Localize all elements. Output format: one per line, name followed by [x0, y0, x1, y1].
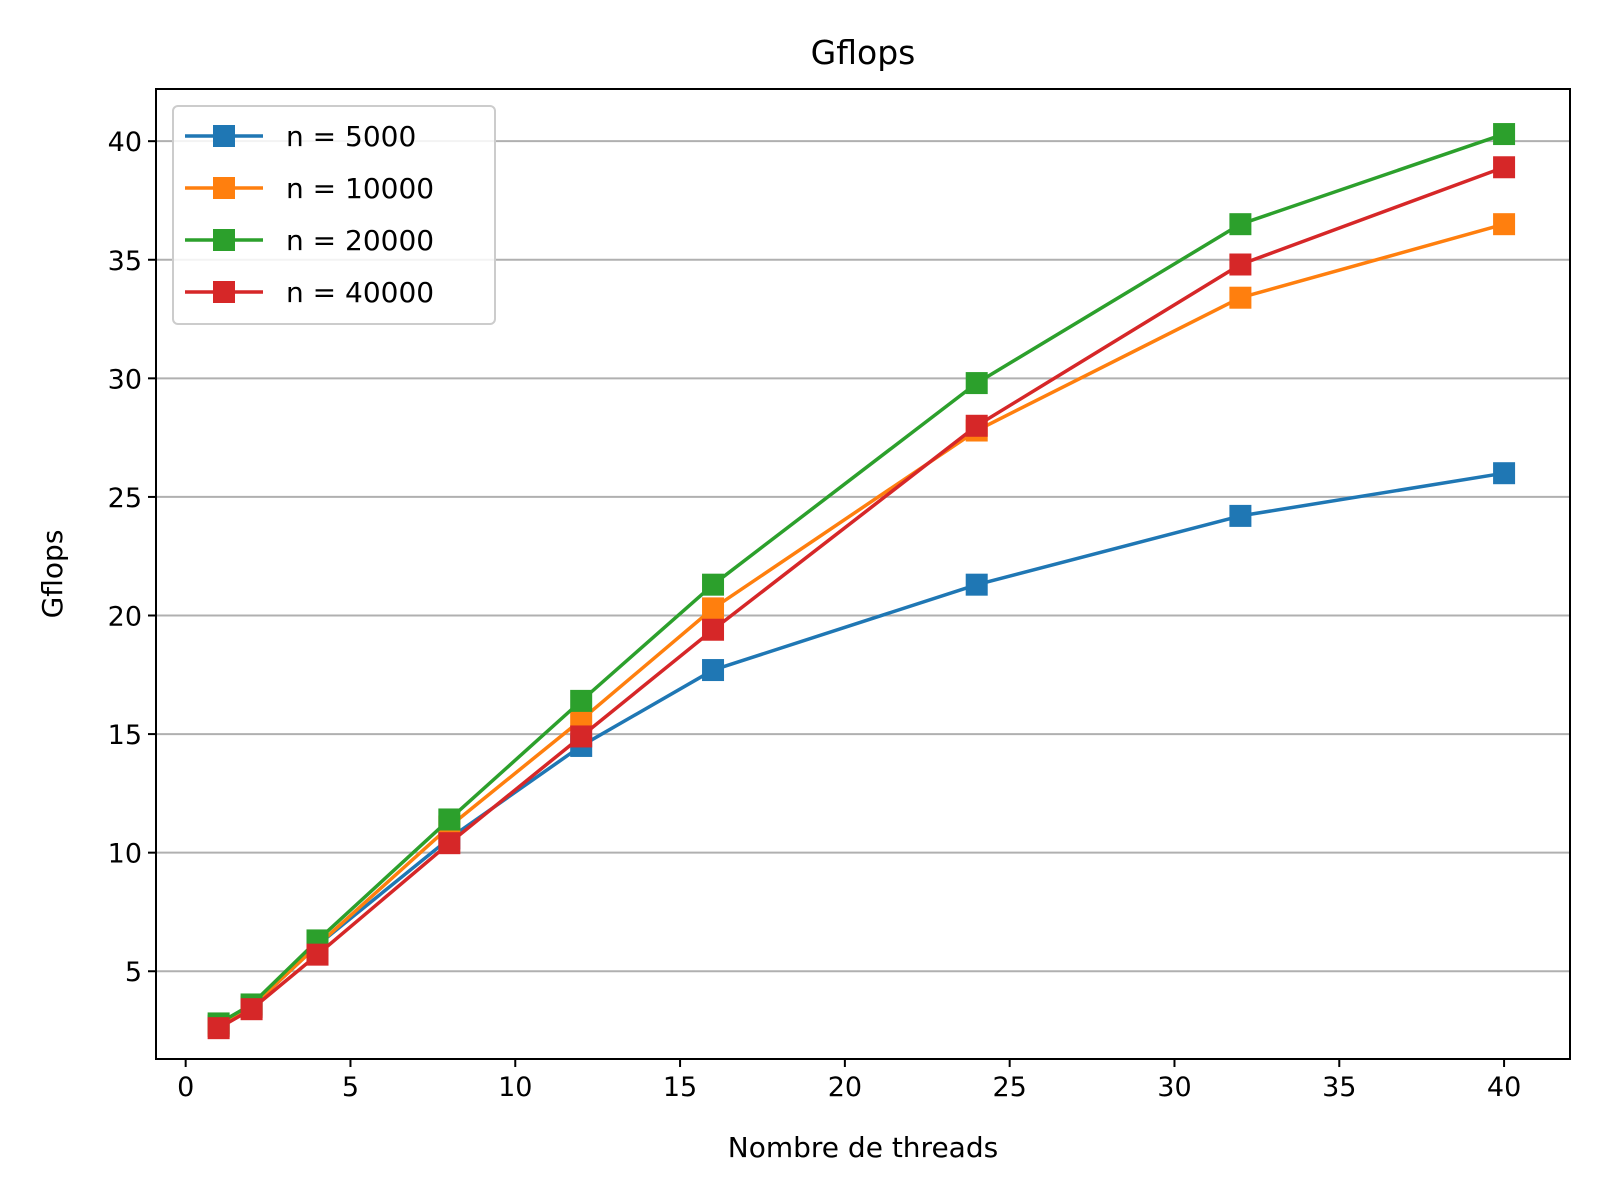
legend-label: n = 5000: [286, 120, 416, 153]
x-tick-label: 35: [1322, 1072, 1356, 1103]
data-point: [1493, 462, 1516, 485]
data-point: [240, 998, 263, 1021]
x-axis-title: Nombre de threads: [728, 1131, 998, 1164]
data-point: [702, 597, 725, 620]
data-point: [1493, 156, 1516, 179]
legend-label: n = 20000: [286, 224, 434, 257]
data-point: [1493, 123, 1516, 146]
x-tick-label: 30: [1157, 1072, 1191, 1103]
data-point: [965, 372, 988, 395]
legend: n = 5000 n = 10000 n = 20000 n = 40000: [172, 105, 496, 325]
x-tick-label: 5: [342, 1072, 359, 1103]
legend-box: [172, 105, 496, 325]
x-tick-label: 40: [1487, 1072, 1521, 1103]
x-tick-label: 15: [663, 1072, 697, 1103]
data-point: [1493, 213, 1516, 236]
y-tick-label: 35: [108, 246, 142, 277]
data-point: [965, 414, 988, 437]
y-tick-label: 40: [108, 127, 142, 158]
series-4: [207, 156, 1516, 1040]
legend-marker: [213, 229, 235, 251]
chart-title: Gflops: [811, 33, 916, 72]
series-layer: [207, 123, 1516, 1040]
data-point: [438, 808, 461, 831]
data-point: [702, 573, 725, 596]
data-point: [965, 573, 988, 596]
data-point: [702, 659, 725, 682]
data-point: [570, 708, 593, 731]
data-point: [1229, 213, 1252, 236]
data-point: [570, 689, 593, 712]
data-point: [1229, 504, 1252, 527]
data-point: [570, 725, 593, 748]
y-axis-title: Gflops: [36, 530, 69, 619]
y-tick-label: 20: [108, 602, 142, 633]
plot-frame: [155, 88, 1571, 1060]
legend-marker: [213, 281, 235, 303]
y-tick-label: 30: [108, 364, 142, 395]
y-tick-label: 5: [125, 957, 142, 988]
legend-label: n = 40000: [286, 276, 434, 309]
y-tick-label: 25: [108, 483, 142, 514]
data-point: [438, 832, 461, 855]
data-point: [306, 943, 329, 966]
data-point: [1229, 253, 1252, 276]
y-tick-label: 10: [108, 839, 142, 870]
legend-label: n = 10000: [286, 172, 434, 205]
legend-marker: [213, 177, 235, 199]
legend-item: n = 20000: [185, 224, 434, 257]
legend-item: n = 10000: [185, 172, 434, 205]
legend-marker: [213, 125, 235, 147]
legend-item: n = 40000: [185, 276, 434, 309]
x-tick-label: 25: [992, 1072, 1026, 1103]
ticks-layer: 5 10 15 20 25 30 35 40 0 5 10 15 20 25 30 35 40: [108, 127, 1522, 1103]
data-point: [207, 1017, 230, 1040]
data-point: [1229, 286, 1252, 309]
x-tick-label: 10: [498, 1072, 532, 1103]
y-tick-label: 15: [108, 720, 142, 751]
data-point: [702, 618, 725, 641]
x-tick-label: 20: [828, 1072, 862, 1103]
legend-item: n = 5000: [185, 120, 416, 153]
x-tick-label: 0: [177, 1072, 194, 1103]
